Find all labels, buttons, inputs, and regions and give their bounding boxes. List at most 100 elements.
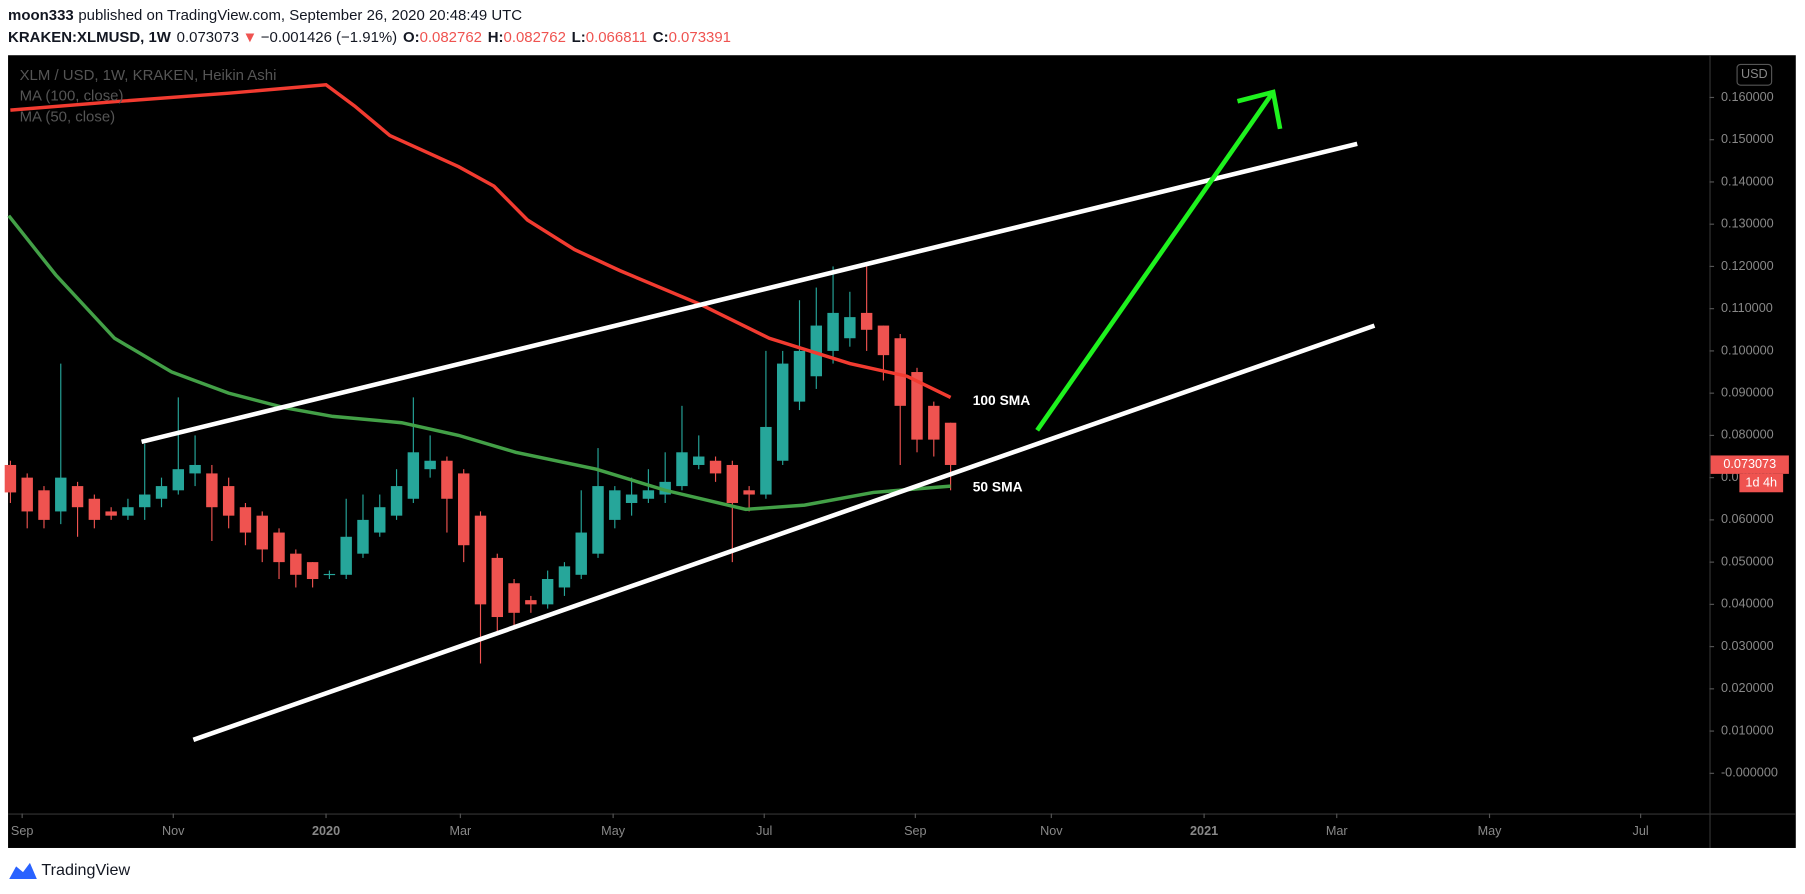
annotation: 50 SMA	[973, 478, 1023, 494]
candle-body	[357, 519, 369, 554]
candle-body	[38, 490, 50, 520]
currency-box	[1736, 63, 1773, 86]
x-tick-label: May	[1478, 824, 1503, 838]
candle-body	[508, 583, 520, 613]
header-line: moon333 published on TradingView.com, Sep…	[8, 7, 522, 24]
x-tick-label: Jul	[1633, 824, 1649, 838]
x-tick-label: Nov	[1040, 824, 1063, 838]
x-tick-label: Mar	[449, 824, 471, 838]
open-label: O:	[403, 29, 420, 46]
low-label: L:	[572, 29, 586, 46]
candle-body	[206, 473, 218, 508]
y-tick-label: 0.060000	[1721, 512, 1774, 526]
candle-body	[172, 469, 185, 491]
candle-body	[105, 511, 117, 516]
y-tick-label: 0.110000	[1721, 301, 1773, 315]
close-label: C:	[653, 29, 669, 46]
high: 0.082762	[504, 29, 566, 46]
y-tick-label: 0.030000	[1721, 639, 1774, 653]
candle-body	[642, 490, 655, 499]
candle-body	[676, 452, 688, 487]
last-price-tag	[1710, 455, 1789, 474]
candle-body	[793, 350, 806, 402]
published: published on TradingView.com, September …	[78, 7, 522, 24]
candle-body	[726, 464, 739, 503]
candle-body	[273, 532, 285, 563]
x-tick-label: May	[601, 824, 626, 838]
y-tick-label: -0.000000	[1721, 766, 1778, 780]
drawings	[141, 89, 1376, 742]
annotation: 100 SMA	[973, 392, 1031, 408]
candle-body	[71, 486, 84, 508]
x-tick-label: Sep	[11, 824, 34, 838]
candle-body	[743, 490, 755, 495]
candle-body	[810, 325, 822, 377]
y-tick-label: 0.050000	[1721, 554, 1774, 568]
candle-body	[827, 312, 839, 351]
candle-body	[844, 317, 856, 339]
y-tick-label: 0.120000	[1721, 259, 1774, 273]
price: 0.073073	[177, 29, 239, 46]
candle-body	[390, 486, 403, 516]
x-tick-label: 2020	[312, 824, 340, 838]
candle-body	[709, 460, 722, 474]
candle-body	[894, 338, 906, 406]
y-tick-label: 0.040000	[1721, 597, 1774, 611]
candle-body	[776, 363, 789, 461]
candle-body	[760, 426, 772, 495]
symbol: KRAKEN:XLMUSD, 1W	[8, 29, 172, 46]
legend-entry: MA (50, close)	[20, 108, 116, 125]
candle-body	[592, 486, 604, 554]
y-tick-label: 0.160000	[1721, 90, 1774, 104]
candle-body	[541, 579, 554, 605]
channel-lower	[192, 323, 1376, 742]
brand: TradingView	[41, 861, 130, 879]
x-tick-label: Nov	[162, 824, 185, 838]
legend-entry: MA (100, close)	[20, 88, 124, 105]
candle-body	[374, 507, 386, 533]
candle-body	[525, 600, 537, 605]
candle-body	[155, 486, 168, 499]
candle-body	[306, 562, 319, 580]
x-tick-label: 2021	[1190, 824, 1218, 838]
candle-body	[458, 473, 470, 546]
candle-body	[4, 464, 17, 493]
y-tick-label: 0.020000	[1721, 681, 1774, 695]
x-tick-label: Mar	[1326, 824, 1348, 838]
currency: USD	[1741, 67, 1768, 81]
y-tick-label: 0.130000	[1721, 217, 1774, 231]
close: 0.073391	[669, 29, 731, 46]
candle-body	[222, 486, 235, 516]
candle-body	[441, 460, 453, 499]
ma-line	[7, 214, 951, 512]
candle-body	[625, 494, 638, 503]
countdown: 1d 4h	[1745, 475, 1777, 489]
channel-upper	[141, 141, 1358, 445]
candle-body	[693, 456, 705, 465]
candle-body	[558, 566, 571, 588]
legend-title: XLM / USD, 1W, KRAKEN, Heikin Ashi	[20, 67, 277, 84]
plot	[4, 83, 957, 664]
candle-body	[256, 515, 268, 550]
ma-line	[10, 83, 952, 399]
x-tick-label: Jul	[756, 824, 772, 838]
candle-body	[474, 515, 487, 605]
candle-body	[55, 477, 67, 512]
candle-body	[323, 573, 336, 576]
candle-body	[860, 312, 873, 330]
candle-body	[911, 372, 923, 440]
logo	[9, 862, 37, 880]
candle-body	[122, 507, 134, 516]
candle-body	[88, 498, 101, 520]
high-label: H:	[488, 29, 504, 46]
candle-body	[659, 481, 671, 495]
last-price-label: 0.073073	[1723, 457, 1776, 471]
y-tick-label: 0.080000	[1721, 428, 1774, 442]
low: 0.066811	[586, 29, 647, 46]
candle-body	[877, 325, 890, 356]
countdown-tag	[1739, 473, 1784, 493]
y-tick-label: 0.100000	[1721, 343, 1774, 357]
open: 0.082762	[420, 29, 482, 46]
